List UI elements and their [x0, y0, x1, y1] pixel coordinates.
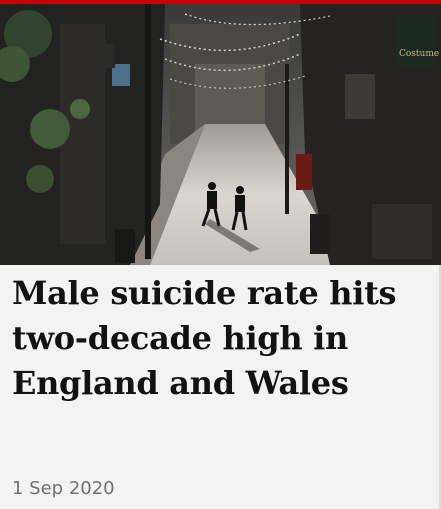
headline-line: two-decade high in — [12, 319, 349, 357]
street-photo-illustration: Costume — [0, 4, 441, 265]
headline[interactable]: Male suicide rate hits two-decade high i… — [12, 271, 432, 406]
storefront-sign-text: Costume — [399, 49, 439, 59]
pedestrian-figures — [201, 182, 248, 231]
publish-date: 1 Sep 2020 — [12, 478, 115, 499]
card-border — [439, 265, 441, 509]
accent-rule — [0, 0, 441, 4]
headline-line: Male suicide rate hits — [12, 274, 397, 312]
headline-line: England and Wales — [12, 364, 349, 402]
article-photo[interactable]: Costume — [0, 4, 441, 265]
